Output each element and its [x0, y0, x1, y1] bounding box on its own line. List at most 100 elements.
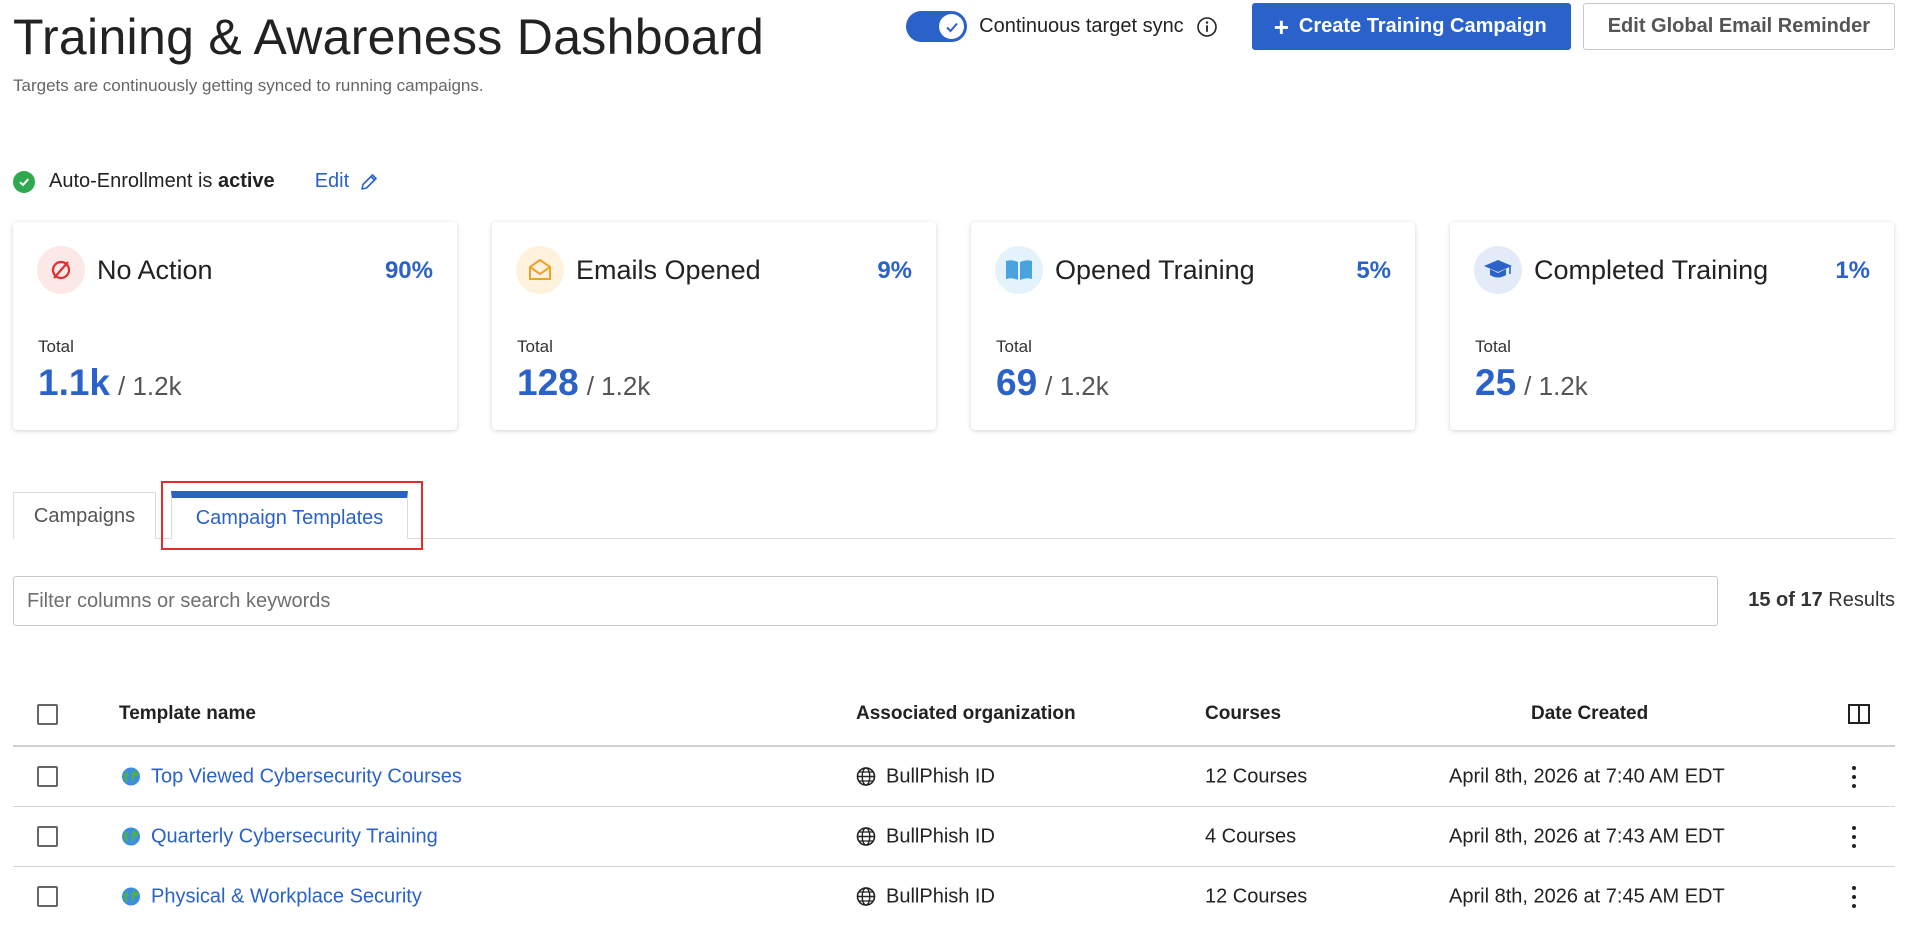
results-count: 15 of 17 Results [1748, 589, 1895, 612]
auto-enrollment-state: active [217, 170, 275, 192]
stat-card-total-value: 25 [1475, 362, 1517, 403]
tab-campaign-templates[interactable]: Campaign Templates [171, 491, 408, 539]
results-shown: 15 of 17 [1748, 589, 1823, 611]
stat-cards: No Action 90% Total 1.1k / 1.2k Emails O… [13, 222, 1894, 430]
globe-icon [856, 827, 876, 846]
no-action-icon [37, 246, 85, 294]
globe-emoji-icon [122, 827, 140, 846]
globe-emoji-icon [122, 887, 140, 906]
date-created: April 8th, 2026 at 7:40 AM EDT [1449, 765, 1725, 787]
globe-emoji-icon [122, 767, 140, 786]
tab-bar: Campaigns Campaign Templates [13, 491, 1895, 539]
graduation-cap-icon [1474, 246, 1522, 294]
row-checkbox[interactable] [37, 886, 58, 907]
stat-card-total-of: / 1.2k [1045, 371, 1109, 401]
stat-card-percent: 1% [1835, 257, 1870, 284]
template-name-link[interactable]: Quarterly Cybersecurity Training [121, 825, 438, 848]
envelope-open-icon [516, 246, 564, 294]
book-icon [995, 246, 1043, 294]
stat-card-completed-training: Completed Training 1% Total 25 / 1.2k [1450, 222, 1894, 430]
page-subtitle: Targets are continuously getting synced … [13, 76, 484, 95]
stat-card-title: No Action [97, 255, 213, 285]
stat-card-title: Emails Opened [576, 255, 761, 285]
edit-global-email-reminder-button[interactable]: Edit Global Email Reminder [1582, 3, 1895, 50]
columns-toggle-icon[interactable] [1848, 704, 1870, 729]
courses-count: 12 Courses [1205, 765, 1308, 787]
column-header-date-created[interactable]: Date Created [1531, 702, 1649, 724]
stat-card-no-action: No Action 90% Total 1.1k / 1.2k [13, 222, 457, 430]
continuous-sync-label: Continuous target sync [979, 15, 1184, 37]
template-name-link[interactable]: Top Viewed Cybersecurity Courses [121, 765, 462, 788]
search-input[interactable] [13, 576, 1718, 626]
organization-name: BullPhish ID [886, 825, 995, 847]
auto-enrollment-prefix: Auto-Enrollment is [49, 170, 213, 192]
table-row: Top Viewed Cybersecurity Courses BullPhi… [13, 747, 1895, 807]
continuous-sync-toggle[interactable] [906, 11, 968, 42]
date-created: April 8th, 2026 at 7:43 AM EDT [1449, 825, 1725, 847]
associated-organization: BullPhish ID [856, 825, 995, 848]
check-icon [945, 22, 958, 32]
stat-card-total: 128 / 1.2k [517, 362, 650, 404]
stat-card-total-value: 128 [517, 362, 579, 403]
stat-card-total: 25 / 1.2k [1475, 362, 1588, 404]
pencil-icon [361, 173, 377, 190]
courses-count: 12 Courses [1205, 885, 1308, 907]
template-name: Quarterly Cybersecurity Training [151, 825, 438, 847]
stat-card-total: 1.1k / 1.2k [38, 362, 182, 404]
globe-icon [856, 767, 876, 786]
table-row: Quarterly Cybersecurity Training BullPhi… [13, 807, 1895, 867]
stat-card-percent: 9% [877, 257, 912, 284]
stat-card-emails-opened: Emails Opened 9% Total 128 / 1.2k [492, 222, 936, 430]
stat-card-title: Opened Training [1055, 255, 1255, 285]
toggle-knob [939, 14, 965, 39]
highlight-annotation-box [161, 481, 423, 550]
plus-icon: + [1273, 11, 1289, 42]
stat-card-total: 69 / 1.2k [996, 362, 1109, 404]
column-header-template-name[interactable]: Template name [119, 702, 256, 724]
stat-card-total-label: Total [38, 337, 74, 356]
globe-icon [856, 887, 876, 906]
stat-card-total-of: / 1.2k [586, 371, 651, 401]
courses-count: 4 Courses [1205, 825, 1297, 847]
edit-auto-enrollment-link[interactable]: Edit [315, 170, 379, 193]
select-all-checkbox[interactable] [37, 704, 58, 725]
stat-card-total-value: 1.1k [38, 362, 111, 403]
stat-card-total-value: 69 [996, 362, 1038, 403]
results-suffix: Results [1828, 589, 1895, 611]
create-training-campaign-button[interactable]: + Create Training Campaign [1251, 3, 1571, 50]
edit-label: Edit [314, 170, 350, 192]
stat-card-title: Completed Training [1534, 255, 1769, 285]
row-checkbox[interactable] [37, 826, 58, 847]
info-icon[interactable] [1196, 16, 1218, 38]
check-circle-icon [13, 170, 35, 193]
row-actions-menu-icon[interactable] [1848, 885, 1860, 908]
row-actions-menu-icon[interactable] [1848, 825, 1860, 848]
stat-card-total-label: Total [1475, 337, 1511, 356]
template-name: Physical & Workplace Security [151, 885, 422, 907]
organization-name: BullPhish ID [886, 885, 995, 907]
column-header-associated-organization[interactable]: Associated organization [856, 702, 1076, 724]
template-name: Top Viewed Cybersecurity Courses [151, 765, 462, 787]
stat-card-total-label: Total [517, 337, 553, 356]
stat-card-total-of: / 1.2k [1524, 371, 1588, 401]
table-row: Physical & Workplace Security BullPhish … [13, 867, 1895, 926]
date-created: April 8th, 2026 at 7:45 AM EDT [1449, 885, 1725, 907]
tab-campaigns[interactable]: Campaigns [13, 492, 156, 539]
stat-card-total-of: / 1.2k [118, 371, 182, 401]
create-training-campaign-label: Create Training Campaign [1298, 15, 1547, 37]
stat-card-percent: 5% [1356, 257, 1391, 284]
stat-card-opened-training: Opened Training 5% Total 69 / 1.2k [971, 222, 1415, 430]
associated-organization: BullPhish ID [856, 765, 995, 788]
page-title: Training & Awareness Dashboard [13, 9, 765, 65]
table-header: Template name Associated organization Co… [13, 682, 1895, 747]
associated-organization: BullPhish ID [856, 885, 995, 908]
organization-name: BullPhish ID [886, 765, 995, 787]
stat-card-percent: 90% [384, 257, 433, 284]
row-actions-menu-icon[interactable] [1848, 765, 1860, 788]
toolbar: Continuous target sync + Create Training… [906, 3, 1895, 50]
template-name-link[interactable]: Physical & Workplace Security [121, 885, 422, 908]
column-header-courses[interactable]: Courses [1205, 702, 1282, 724]
page-header: Training & Awareness Dashboard Targets a… [13, 6, 764, 96]
stat-card-total-label: Total [996, 337, 1032, 356]
row-checkbox[interactable] [37, 766, 58, 787]
